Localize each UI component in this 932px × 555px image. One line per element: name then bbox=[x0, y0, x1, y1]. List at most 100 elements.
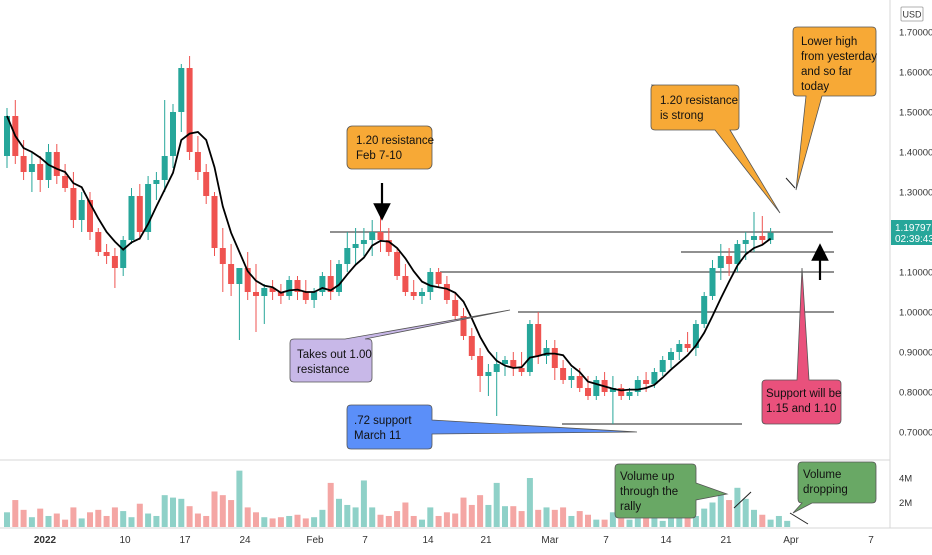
callout-support-72[interactable]: .72 support March 11 bbox=[346, 404, 638, 450]
candle-body bbox=[145, 184, 152, 232]
volume-bar bbox=[684, 515, 691, 527]
callout-resistance-feb[interactable]: 1.20 resistance Feb 7-10 bbox=[346, 125, 434, 170]
candle-body bbox=[186, 68, 193, 152]
candle-body bbox=[95, 232, 102, 252]
volume-bar bbox=[560, 507, 567, 527]
price-tick-label: 0.70000 bbox=[899, 428, 932, 439]
candle-body bbox=[70, 188, 77, 220]
candle-body bbox=[360, 240, 367, 244]
volume-bar bbox=[111, 507, 118, 527]
volume-bar bbox=[701, 508, 708, 527]
callout-lower-high-line1: Lower high bbox=[801, 36, 857, 48]
currency-label: USD bbox=[902, 10, 922, 20]
volume-bar bbox=[153, 515, 160, 527]
candle-body bbox=[568, 376, 575, 380]
callout-support-72-line2: March 11 bbox=[354, 430, 401, 442]
volume-bar bbox=[726, 500, 733, 527]
callout-lower-high[interactable]: Lower high from yesterday and so far tod… bbox=[792, 26, 877, 191]
volume-bar bbox=[676, 514, 683, 527]
callout-lower-high-line3: and so far bbox=[801, 66, 852, 78]
volume-bar bbox=[327, 482, 334, 527]
callout-resistance-feb-line2: Feb 7-10 bbox=[356, 150, 402, 162]
callout-resistance-strong-line1: 1.20 resistance bbox=[660, 95, 738, 107]
volume-bar bbox=[452, 513, 459, 527]
price-tick-label: 1.70000 bbox=[899, 28, 932, 39]
volume-bar bbox=[493, 482, 500, 527]
callout-takes-out[interactable]: Takes out 1.00 resistance bbox=[289, 309, 511, 383]
time-tick-label: 7 bbox=[362, 535, 368, 546]
volume-bar bbox=[302, 518, 309, 527]
candle-body bbox=[518, 368, 525, 372]
candle-body bbox=[219, 248, 226, 264]
callout-takes-out-line1: Takes out 1.00 bbox=[297, 349, 372, 361]
price-tick-label: 1.60000 bbox=[899, 68, 932, 79]
time-tick-label: 14 bbox=[660, 535, 672, 546]
callout-volume-up-line3: rally bbox=[620, 501, 641, 513]
volume-bar bbox=[87, 512, 93, 527]
callout-volume-dropping-line2: dropping bbox=[803, 484, 848, 496]
volume-bar bbox=[170, 497, 176, 527]
volume-bar bbox=[535, 509, 542, 527]
volume-bar bbox=[62, 519, 69, 527]
candle-body bbox=[609, 388, 616, 392]
volume-bar bbox=[311, 517, 318, 527]
candle-body bbox=[302, 292, 309, 300]
callout-volume-up[interactable]: Volume up through the rally bbox=[614, 463, 729, 519]
volume-bar bbox=[568, 515, 575, 527]
callout-resistance-strong[interactable]: 1.20 resistance is strong bbox=[650, 84, 781, 214]
volume-bar bbox=[78, 518, 85, 527]
volume-bar bbox=[261, 517, 268, 527]
candle-body bbox=[78, 200, 85, 220]
candle-body bbox=[668, 352, 674, 360]
callout-lower-high-line4: today bbox=[801, 81, 829, 93]
volume-bar bbox=[443, 512, 450, 527]
volume-bar bbox=[717, 493, 724, 527]
volume-bar bbox=[219, 495, 226, 527]
volume-bar bbox=[161, 495, 168, 527]
candle-body bbox=[20, 156, 27, 172]
candle-body bbox=[153, 180, 160, 184]
callout-volume-dropping[interactable]: Volume dropping bbox=[792, 461, 877, 514]
time-tick-label: 21 bbox=[480, 535, 492, 546]
callout-lower-high-line2: from yesterday bbox=[801, 51, 877, 63]
candle-body bbox=[62, 176, 69, 188]
volume-bar bbox=[502, 506, 508, 527]
volume-bar bbox=[53, 513, 60, 527]
moving-average-line bbox=[6, 115, 772, 392]
candle-body bbox=[203, 172, 210, 196]
callout-resistance-feb-line1: 1.20 resistance bbox=[356, 135, 434, 147]
callout-volume-dropping-line1: Volume bbox=[803, 469, 841, 481]
volume-bar bbox=[510, 506, 517, 527]
candle-body bbox=[709, 268, 716, 296]
volume-bar bbox=[136, 503, 143, 527]
candle-body bbox=[111, 256, 118, 268]
candle-body bbox=[717, 256, 724, 268]
candle-body bbox=[485, 372, 492, 376]
candle-body bbox=[759, 236, 766, 240]
volume-bar bbox=[435, 515, 442, 527]
callout-support-will-be[interactable]: Support will be 1.15 and 1.10 bbox=[761, 267, 841, 425]
volume-bar bbox=[186, 506, 193, 527]
volume-bar bbox=[751, 509, 757, 527]
volume-bar bbox=[601, 519, 608, 527]
candle-body bbox=[634, 380, 641, 392]
time-axis[interactable]: 2022 10 17 24 Feb 7 14 21 Mar 7 14 21 Apr 7 bbox=[34, 535, 874, 546]
candle-body bbox=[136, 196, 143, 232]
candle-body bbox=[211, 196, 218, 248]
candle-body bbox=[4, 116, 10, 156]
volume-bar bbox=[518, 511, 525, 527]
volume-bar bbox=[651, 512, 658, 527]
price-tick-label: 1.00000 bbox=[899, 308, 932, 319]
price-tick-label: 1.10000 bbox=[899, 268, 932, 279]
currency-box[interactable] bbox=[900, 6, 924, 22]
volume-bar bbox=[369, 507, 376, 527]
candle-body bbox=[128, 196, 135, 240]
volume-trend-up-line bbox=[733, 491, 752, 509]
candle-body bbox=[526, 324, 533, 372]
candle-body bbox=[336, 264, 342, 292]
volume-bar bbox=[352, 507, 359, 527]
time-tick-label: 7 bbox=[603, 535, 609, 546]
time-tick-label: 24 bbox=[239, 535, 251, 546]
